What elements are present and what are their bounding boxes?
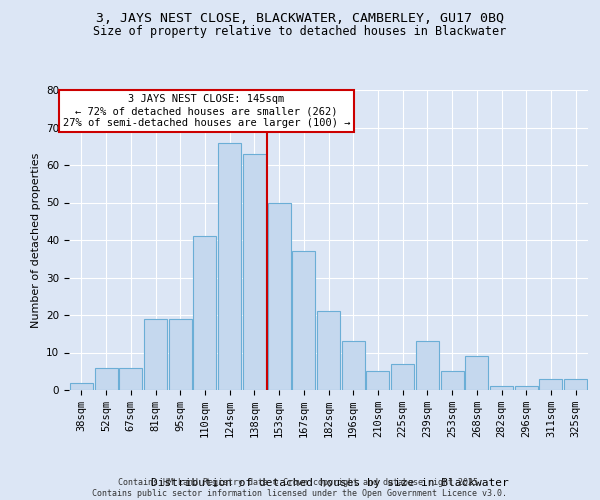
- Text: 3, JAYS NEST CLOSE, BLACKWATER, CAMBERLEY, GU17 0BQ: 3, JAYS NEST CLOSE, BLACKWATER, CAMBERLE…: [96, 12, 504, 26]
- Bar: [243, 154, 266, 390]
- Bar: [218, 142, 241, 390]
- Bar: [391, 364, 414, 390]
- Bar: [292, 251, 315, 390]
- Text: Contains HM Land Registry data © Crown copyright and database right 2025.
Contai: Contains HM Land Registry data © Crown c…: [92, 478, 508, 498]
- Bar: [440, 371, 464, 390]
- Bar: [268, 202, 290, 390]
- Bar: [95, 368, 118, 390]
- Bar: [70, 382, 93, 390]
- Text: Distribution of detached houses by size in Blackwater: Distribution of detached houses by size …: [151, 478, 509, 488]
- Bar: [367, 371, 389, 390]
- Bar: [490, 386, 513, 390]
- Text: Size of property relative to detached houses in Blackwater: Size of property relative to detached ho…: [94, 25, 506, 38]
- Bar: [465, 356, 488, 390]
- Bar: [515, 386, 538, 390]
- Bar: [539, 379, 562, 390]
- Bar: [119, 368, 142, 390]
- Bar: [169, 319, 192, 390]
- Bar: [193, 236, 217, 390]
- Text: 3 JAYS NEST CLOSE: 145sqm
← 72% of detached houses are smaller (262)
27% of semi: 3 JAYS NEST CLOSE: 145sqm ← 72% of detac…: [63, 94, 350, 128]
- Bar: [564, 379, 587, 390]
- Bar: [144, 319, 167, 390]
- Y-axis label: Number of detached properties: Number of detached properties: [31, 152, 41, 328]
- Bar: [317, 311, 340, 390]
- Bar: [416, 341, 439, 390]
- Bar: [342, 341, 365, 390]
